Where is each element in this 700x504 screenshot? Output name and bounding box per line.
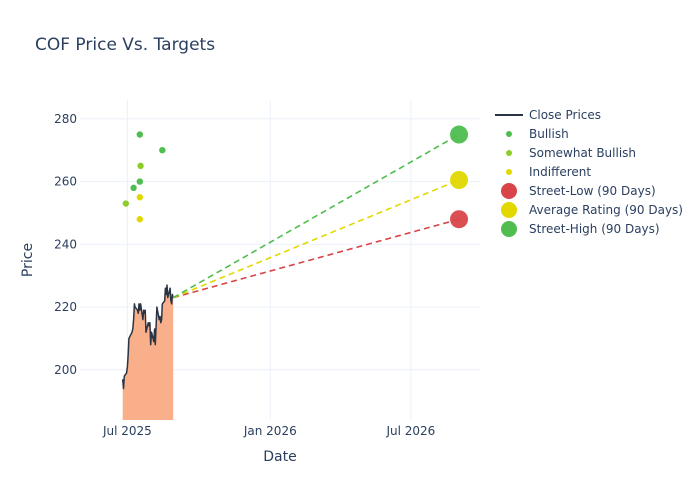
- x-tick-label: Jul 2026: [385, 424, 435, 438]
- average-rating-projection-line: [172, 179, 460, 299]
- x-tick-label: Jan 2026: [243, 424, 297, 438]
- y-tick-label: 260: [54, 175, 77, 189]
- legend: Close Prices Bullish Somewhat Bullish Indif…: [495, 108, 683, 237]
- bullish-rating-point: [130, 184, 137, 192]
- y-axis-label: Price: [20, 243, 36, 277]
- somewhat-bullish-rating-point: [137, 162, 144, 170]
- somewhat-bullish-rating-point: [122, 200, 130, 207]
- bullish-rating-point: [136, 131, 144, 138]
- legend-label-street-high-90-days: Street-High (90 Days): [529, 222, 660, 236]
- y-tick-label: 220: [54, 300, 77, 314]
- legend-swatch-street-high-90-days: [501, 221, 517, 237]
- bullish-rating-point: [136, 178, 144, 185]
- street-high-target-point: [450, 125, 469, 144]
- indifferent-rating-point: [136, 194, 144, 201]
- indifferent-rating-point: [136, 216, 144, 223]
- bullish-rating-point: [159, 146, 166, 154]
- close-price-area: [122, 285, 174, 420]
- close-price-line: [121, 284, 174, 390]
- plot-area: Jul 2025 Jan 2026 Jul 2026 200 220 240 260 280: [54, 100, 480, 438]
- legend-swatch-average-rating-90-days: [501, 202, 517, 218]
- x-axis-label: Date: [263, 449, 296, 465]
- average-rating-target-point: [450, 171, 469, 189]
- legend-label-indifferent: Indifferent: [529, 165, 591, 179]
- legend-label-somewhat-bullish: Somewhat Bullish: [529, 146, 636, 160]
- street-high-projection-line: [172, 133, 460, 299]
- legend-label-street-low-90-days: Street-Low (90 Days): [529, 184, 656, 198]
- street-low-target-point: [450, 210, 469, 229]
- chart-title: COF Price Vs. Targets: [35, 35, 215, 55]
- legend-label-bullish: Bullish: [529, 127, 569, 141]
- y-tick-label: 200: [54, 363, 77, 377]
- x-tick-label: Jul 2025: [102, 424, 152, 438]
- legend-label-average-rating-90-days: Average Rating (90 Days): [529, 203, 683, 217]
- street-low-projection-line: [172, 218, 460, 299]
- legend-label-close-prices: Close Prices: [529, 108, 601, 122]
- legend-swatch-indifferent: [506, 169, 512, 175]
- legend-swatch-street-low-90-days: [501, 183, 517, 199]
- y-tick-label: 240: [54, 237, 77, 251]
- legend-swatch-bullish: [506, 131, 512, 137]
- y-tick-label: 280: [54, 112, 77, 126]
- legend-swatch-somewhat-bullish: [506, 150, 512, 156]
